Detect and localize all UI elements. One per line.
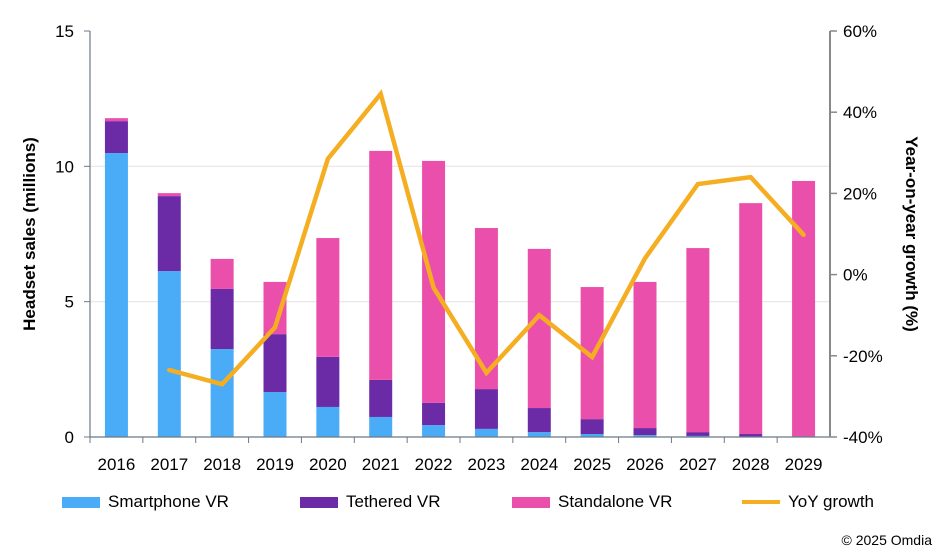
bar-standalone-vr-2024 (527, 248, 551, 409)
bar-standalone-vr-2017 (157, 193, 181, 197)
legend-item-standalone-vr: Standalone VR (512, 492, 672, 512)
legend-swatch (742, 500, 780, 504)
y2-tick-label: 40% (843, 103, 877, 122)
bar-smartphone-vr-2025 (580, 434, 604, 437)
copyright: © 2025 Omdia (841, 532, 932, 548)
y2-tick-label: 20% (843, 184, 877, 203)
bar-smartphone-vr-2018 (210, 349, 234, 437)
bar-tethered-vr-2026 (633, 428, 657, 436)
y2-tick-label: -20% (843, 347, 883, 366)
bar-standalone-vr-2028 (739, 203, 763, 435)
legend-label: YoY growth (788, 492, 875, 511)
bar-standalone-vr-2016 (104, 118, 128, 122)
bar-smartphone-vr-2022 (422, 425, 446, 437)
legend-label: Smartphone VR (108, 492, 229, 511)
bar-tethered-vr-2018 (210, 288, 234, 350)
y2-tick-label: 60% (843, 22, 877, 41)
bar-smartphone-vr-2021 (369, 416, 393, 437)
bar-tethered-vr-2024 (527, 408, 551, 433)
bar-standalone-vr-2027 (686, 248, 710, 433)
x-tick-label: 2028 (732, 455, 770, 474)
bar-smartphone-vr-2019 (263, 392, 287, 437)
bar-tethered-vr-2027 (686, 432, 710, 436)
x-tick-label: 2018 (203, 455, 241, 474)
y2-tick-label: -40% (843, 428, 883, 447)
legend-item-tethered-vr: Tethered VR (300, 492, 441, 512)
bar-tethered-vr-2016 (104, 121, 128, 154)
bar-standalone-vr-2019 (263, 281, 287, 335)
y-tick-label: 15 (55, 22, 74, 41)
legend-swatch (62, 496, 100, 508)
x-tick-label: 2020 (309, 455, 347, 474)
bar-standalone-vr-2021 (369, 150, 393, 380)
bar-tethered-vr-2019 (263, 334, 287, 393)
x-tick-label: 2022 (415, 455, 453, 474)
legend-item-yoy-growth: YoY growth (742, 492, 874, 512)
bar-smartphone-vr-2026 (633, 435, 657, 437)
bar-smartphone-vr-2023 (474, 428, 498, 437)
y2-axis-label: Year-on-year growth (%) (902, 136, 921, 332)
legend-swatch (300, 496, 338, 508)
y-tick-label: 5 (65, 293, 74, 312)
x-tick-label: 2025 (573, 455, 611, 474)
x-tick-label: 2029 (785, 455, 823, 474)
y-tick-label: 0 (65, 428, 74, 447)
bar-standalone-vr-2029 (792, 180, 816, 437)
bar-tethered-vr-2017 (157, 196, 181, 272)
bar-standalone-vr-2023 (474, 228, 498, 390)
y2-tick-label: 0% (843, 266, 868, 285)
legend-swatch (512, 496, 550, 508)
bar-tethered-vr-2025 (580, 419, 604, 435)
bar-tethered-vr-2022 (422, 402, 446, 426)
x-tick-label: 2017 (150, 455, 188, 474)
bar-standalone-vr-2020 (316, 238, 340, 357)
bar-tethered-vr-2028 (739, 434, 763, 437)
bar-standalone-vr-2018 (210, 258, 234, 289)
x-tick-label: 2023 (468, 455, 506, 474)
bar-smartphone-vr-2020 (316, 406, 340, 437)
bar-smartphone-vr-2016 (104, 153, 128, 437)
x-tick-label: 2019 (256, 455, 294, 474)
legend: Smartphone VR Tethered VR Standalone VR … (0, 492, 941, 516)
y-axis-label: Headset sales (millions) (20, 137, 39, 331)
bar-tethered-vr-2020 (316, 356, 340, 407)
legend-label: Tethered VR (346, 492, 441, 511)
bar-smartphone-vr-2024 (527, 432, 551, 437)
bar-standalone-vr-2026 (633, 281, 657, 429)
legend-label: Standalone VR (558, 492, 673, 511)
bar-smartphone-vr-2017 (157, 271, 181, 437)
legend-item-smartphone-vr: Smartphone VR (62, 492, 229, 512)
x-tick-label: 2027 (679, 455, 717, 474)
bar-tethered-vr-2021 (369, 379, 393, 417)
x-tick-label: 2024 (520, 455, 558, 474)
x-tick-label: 2026 (626, 455, 664, 474)
bar-tethered-vr-2023 (474, 389, 498, 429)
x-tick-label: 2016 (98, 455, 136, 474)
y-tick-label: 10 (55, 157, 74, 176)
x-tick-label: 2021 (362, 455, 400, 474)
